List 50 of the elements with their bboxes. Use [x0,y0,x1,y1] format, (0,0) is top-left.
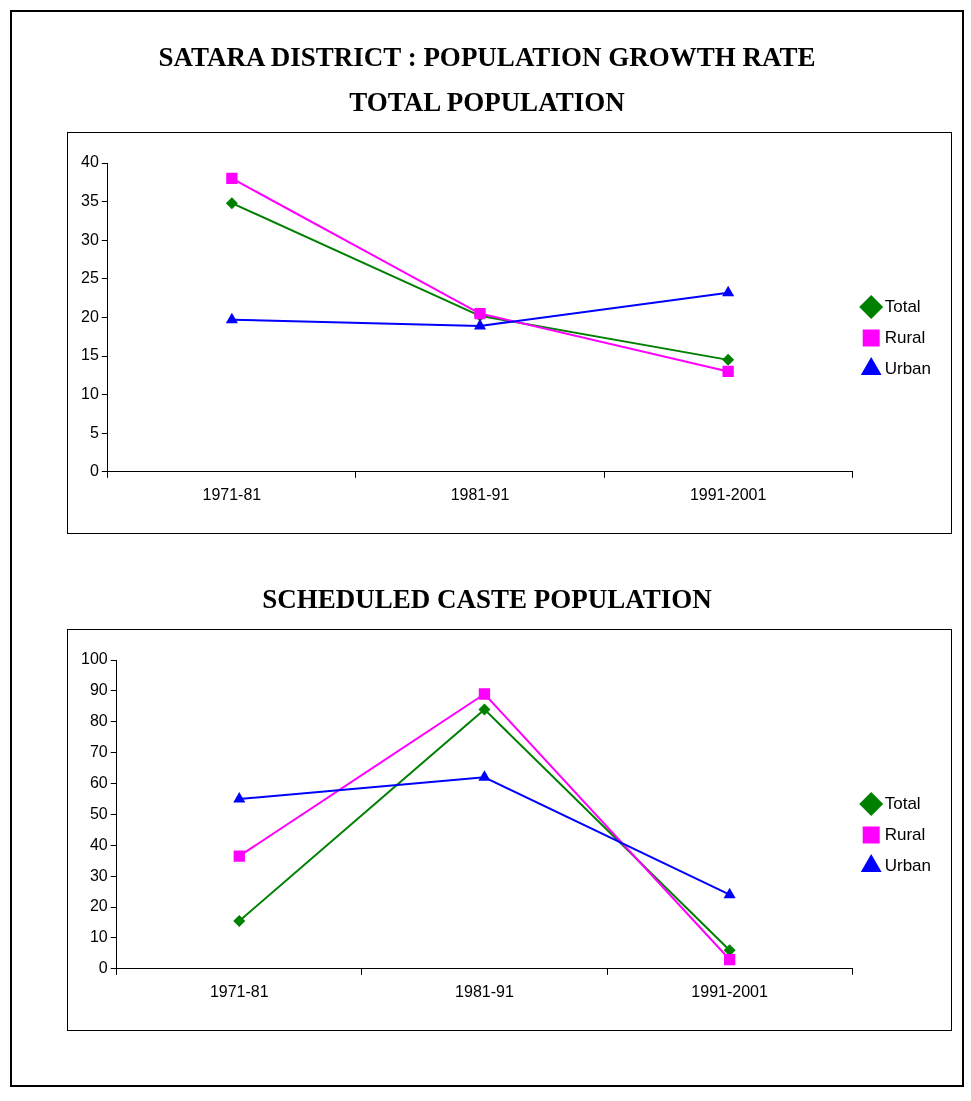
point [225,312,238,324]
point [233,850,245,862]
x-tick-label: 1971-81 [209,982,269,1000]
y-tick-label: 20 [81,307,99,325]
point [723,887,736,899]
point [233,791,246,803]
x-tick-label: 1981-91 [455,982,514,1000]
y-tick-label: 0 [89,462,99,480]
x-tick-label: 1991-2001 [691,982,768,1000]
y-tick-label: 30 [89,866,108,884]
chart-title: SCHEDULED CASTE POPULATION [261,584,713,615]
point [233,914,246,927]
point [478,770,491,781]
point [473,318,487,330]
point [225,197,238,210]
legend-label: Urban [884,855,932,875]
y-tick-label: 50 [89,804,108,822]
y-tick-label: 80 [89,712,108,730]
y-tick-label: 20 [89,897,108,915]
legend-label: Rural [884,824,926,844]
chart-title: SATARA DISTRICT : POPULATION GROWTH RATE [157,42,817,73]
point [722,365,734,378]
y-tick-label: 30 [81,230,99,248]
y-tick-label: 70 [89,743,108,761]
point [722,353,735,366]
x-tick-label: 1991-2001 [689,485,767,503]
point [478,688,491,700]
legend-label: Total [884,793,921,813]
point [478,703,491,716]
point [722,285,735,297]
point [226,172,238,185]
y-tick-label: 15 [81,346,99,364]
legend-label: Total [884,296,921,316]
legend-label: Rural [884,327,926,347]
y-tick-label: 40 [89,835,108,853]
y-tick-label: 10 [81,385,99,403]
y-tick-label: 60 [89,773,108,791]
y-tick-label: 5 [89,423,99,441]
y-tick-label: 100 [80,650,108,668]
y-tick-label: 0 [98,959,108,977]
y-tick-label: 40 [81,153,99,171]
y-tick-label: 90 [89,681,108,699]
x-tick-label: 1981-91 [450,485,510,503]
point [723,953,736,966]
y-tick-label: 35 [81,192,99,210]
y-tick-label: 10 [89,928,108,946]
x-tick-label: 1971-81 [202,485,262,503]
chart-subtitle: TOTAL POPULATION [348,87,626,118]
y-tick-label: 25 [81,269,99,287]
legend-label: Urban [884,358,932,378]
